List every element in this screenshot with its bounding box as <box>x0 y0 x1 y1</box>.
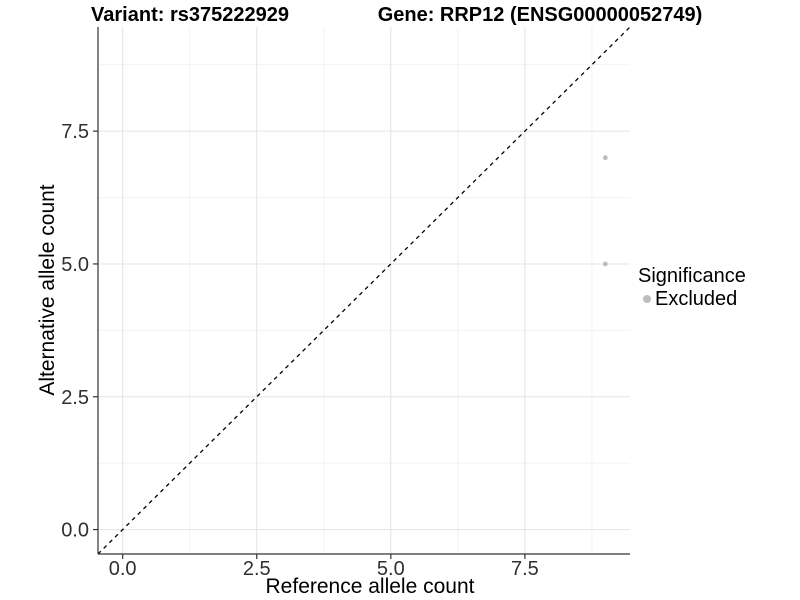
legend-item-label: Excluded <box>655 288 738 310</box>
excluded-point-icon <box>642 295 651 303</box>
data-point <box>602 155 608 161</box>
x-tick-label: 0.0 <box>109 558 137 580</box>
data-point <box>602 261 608 267</box>
x-tick-label: 5.0 <box>377 558 405 580</box>
legend-title: Significance <box>638 265 746 287</box>
legend-key <box>638 291 655 308</box>
identity-line <box>97 26 631 555</box>
plot-title-variant: Variant: rs375222929 <box>91 4 289 26</box>
plot-title-gene: Gene: RRP12 (ENSG00000052749) <box>377 4 703 26</box>
x-tick-label: 2.5 <box>243 558 271 580</box>
x-tick-label: 7.5 <box>511 558 539 580</box>
legend-item-excluded: Excluded <box>638 288 746 310</box>
y-axis-title: Alternative allele count <box>36 184 59 396</box>
y-tick-label: 2.5 <box>61 387 89 409</box>
legend: Significance Excluded <box>638 264 746 310</box>
y-tick-label: 0.0 <box>61 520 89 542</box>
y-tick-label: 7.5 <box>61 121 89 143</box>
y-tick-label: 5.0 <box>61 254 89 276</box>
x-axis-title: Reference allele count <box>265 575 475 598</box>
